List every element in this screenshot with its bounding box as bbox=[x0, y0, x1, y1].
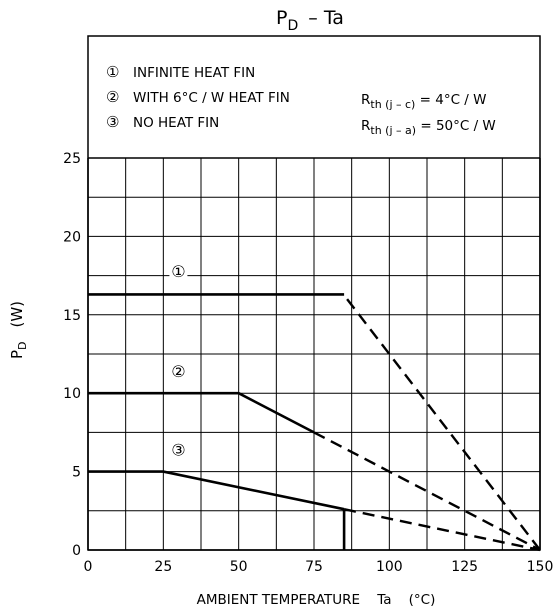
y-tick-label: 20 bbox=[63, 229, 81, 245]
series-labels: ① ② ③ bbox=[169, 260, 188, 460]
legend-item-1-label: INFINITE HEAT FIN bbox=[133, 65, 255, 81]
x-tick-label: 100 bbox=[376, 559, 403, 575]
legend-item-3-label: NO HEAT FIN bbox=[133, 115, 219, 131]
series-2-dashed-line bbox=[313, 431, 541, 552]
series-1-label: ① bbox=[171, 262, 185, 281]
grid bbox=[87, 157, 541, 551]
x-tick-labels: 0 25 50 75 100 125 150 bbox=[84, 559, 554, 575]
series-1-dashed-line bbox=[346, 298, 541, 551]
chart-title-rest: – Ta bbox=[308, 7, 344, 29]
legend-item-2-marker: ② bbox=[106, 88, 119, 106]
series-group bbox=[88, 293, 541, 552]
series-2-label-bg bbox=[169, 361, 188, 382]
chart-title-main: P bbox=[276, 7, 287, 29]
series-1-label-bg bbox=[169, 260, 188, 281]
x-tick-label: 25 bbox=[154, 559, 172, 575]
series-3-dashed-line bbox=[343, 508, 541, 552]
y-axis-label: PD (W) bbox=[8, 301, 29, 359]
note-rth-jc-sub: th (j – c) bbox=[370, 98, 415, 111]
y-axis-label-main: P bbox=[8, 350, 26, 359]
x-tick-label: 0 bbox=[84, 559, 93, 575]
y-axis-label-sub: D bbox=[16, 342, 29, 350]
x-axis-label: AMBIENT TEMPERATURE Ta (°C) bbox=[197, 592, 436, 608]
series-3-label-bg bbox=[169, 439, 188, 460]
series-2-solid-line bbox=[88, 391, 315, 434]
chart-title-sub: D bbox=[288, 18, 299, 34]
y-tick-label: 0 bbox=[72, 543, 81, 559]
series-2-label: ② bbox=[171, 362, 185, 381]
x-tick-label: 125 bbox=[451, 559, 478, 575]
note-rth-ja: Rth (j – a) = 50°C / W bbox=[361, 118, 496, 137]
note-rth-ja-rest: = 50°C / W bbox=[416, 118, 496, 134]
y-tick-label: 15 bbox=[63, 308, 81, 324]
series-3-label: ③ bbox=[171, 441, 185, 460]
legend-item-1-marker: ① bbox=[106, 63, 119, 81]
x-tick-label: 75 bbox=[305, 559, 323, 575]
y-tick-labels: 0 5 10 15 20 25 bbox=[63, 151, 81, 559]
x-tick-label: 150 bbox=[527, 559, 554, 575]
series-3-solid-line bbox=[88, 470, 345, 511]
y-tick-label: 10 bbox=[63, 386, 81, 402]
y-tick-label: 5 bbox=[72, 465, 81, 481]
chart-title: PD – Ta bbox=[276, 7, 344, 34]
y-tick-label: 25 bbox=[63, 151, 81, 167]
legend: ① INFINITE HEAT FIN ② WITH 6°C / W HEAT … bbox=[106, 63, 290, 131]
note-rth-jc-rest: = 4°C / W bbox=[415, 92, 486, 108]
x-tick-label: 50 bbox=[230, 559, 248, 575]
note-rth-jc: Rth (j – c) = 4°C / W bbox=[361, 92, 487, 111]
y-axis-label-rest: (W) bbox=[8, 301, 26, 328]
note-rth-ja-main: R bbox=[361, 118, 370, 134]
note-rth-ja-sub: th (j – a) bbox=[370, 124, 416, 137]
legend-item-2-label: WITH 6°C / W HEAT FIN bbox=[133, 90, 290, 106]
legend-item-3-marker: ③ bbox=[106, 113, 119, 131]
note-rth-jc-main: R bbox=[361, 92, 370, 108]
